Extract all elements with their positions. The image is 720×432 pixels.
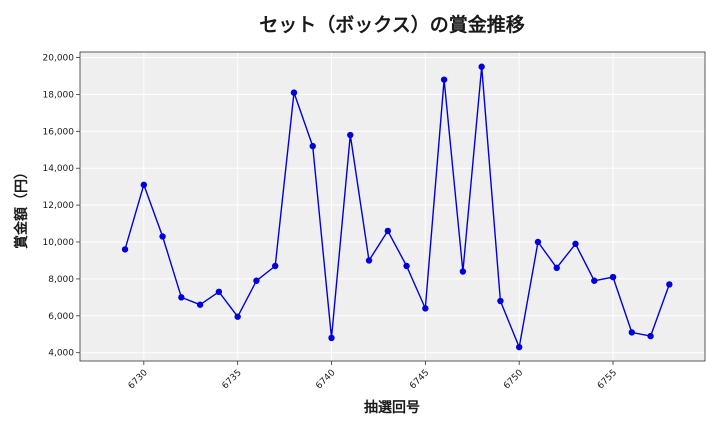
data-point: [591, 277, 598, 284]
data-point: [647, 332, 654, 340]
y-tick-label: 10,000: [43, 238, 75, 248]
data-point: [422, 305, 429, 312]
x-tick-label: 6745: [408, 368, 431, 391]
x-axis-label: 抽選回号: [364, 399, 420, 416]
data-point: [196, 301, 204, 308]
y-tick-label: 6,000: [48, 312, 74, 322]
y-tick-label: 4,000: [48, 349, 74, 359]
data-point: [159, 233, 166, 240]
data-point: [572, 240, 579, 248]
plot-frame: [79, 51, 706, 362]
data-point: [178, 294, 185, 301]
data-point: [628, 329, 636, 336]
y-tick-label: 18,000: [43, 90, 75, 100]
chart-title: セット（ボックス）の賞金推移: [259, 13, 524, 36]
data-point: [234, 313, 241, 320]
y-tick-label: 8,000: [48, 275, 74, 285]
grid: [80, 52, 705, 361]
data-point: [309, 142, 316, 150]
y-tick-label: 12,000: [43, 201, 75, 211]
x-tick-label: 6755: [596, 368, 619, 391]
x-tick-label: 6735: [221, 368, 244, 391]
y-tick-label: 20,000: [43, 54, 75, 64]
data-point: [553, 264, 560, 272]
data-point: [515, 343, 523, 351]
data-point: [140, 181, 148, 189]
data-point: [365, 257, 373, 264]
data-point: [497, 297, 504, 305]
x-tick-label: 6750: [502, 368, 525, 391]
data-point: [384, 227, 392, 235]
data-point: [215, 288, 223, 296]
axes: 6730 6735 6740 6745 6750 6755 4,000 6,000 8,000 1…: [43, 51, 706, 391]
x-tick-label: 6740: [314, 368, 337, 391]
data-point: [403, 262, 410, 270]
data-point: [271, 262, 279, 270]
data-point: [478, 63, 485, 70]
y-tick-label: 16,000: [43, 127, 75, 137]
x-tick-label: 6730: [127, 368, 150, 391]
data-point: [459, 268, 467, 275]
data-point: [290, 89, 298, 96]
data-point: [253, 277, 260, 284]
data-point: [121, 246, 129, 253]
data-point: [534, 238, 542, 246]
data-point: [328, 334, 335, 342]
data-point: [347, 131, 354, 139]
y-tick-label: 14,000: [43, 164, 75, 174]
data-point: [440, 76, 448, 83]
series: [121, 63, 673, 351]
plot-area: [80, 52, 705, 361]
data-point: [609, 273, 617, 281]
data-point: [666, 281, 673, 288]
y-axis-label: 賞金額（円）: [13, 165, 30, 249]
series-line: [124, 66, 670, 348]
